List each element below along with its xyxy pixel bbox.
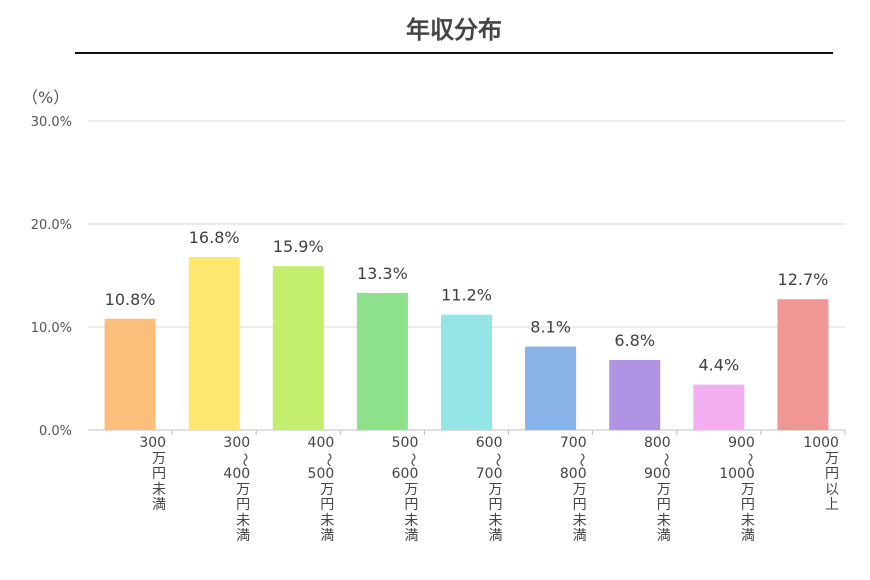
data-label: 16.8% xyxy=(189,228,240,247)
category-label-part: 万 xyxy=(740,481,755,498)
category-label-part: 満 xyxy=(152,497,167,513)
bar xyxy=(188,256,240,430)
category-label-part: 未 xyxy=(740,512,755,529)
data-label: 11.2% xyxy=(441,286,492,305)
bar xyxy=(609,359,661,430)
category-label-part: ～ xyxy=(404,452,421,467)
category-label-part: 600 xyxy=(475,435,503,451)
category-label-part: 上 xyxy=(824,497,839,513)
category-label-part: 円 xyxy=(152,466,167,482)
category-label-part: ～ xyxy=(572,452,589,467)
category-label: 700 ～ 800 万円未満 xyxy=(547,435,589,545)
category-label-part: 円 xyxy=(236,497,251,513)
category-label: 300 万円未満 xyxy=(126,435,167,514)
category-label-part: 万 xyxy=(152,450,167,467)
category-label-part: 未 xyxy=(152,481,167,498)
data-label: 12.7% xyxy=(778,270,829,289)
category-label-part: 300 xyxy=(139,435,167,451)
category-label-part: 1000 xyxy=(803,435,839,451)
category-label: 900 ～ 1000 万円未満 xyxy=(715,435,757,545)
category-label-part: 満 xyxy=(656,528,671,544)
category-label-part: 満 xyxy=(572,528,587,544)
category-label-part: 未 xyxy=(320,512,335,529)
data-label: 13.3% xyxy=(357,264,408,283)
bar xyxy=(777,299,829,430)
category-label-part: 未 xyxy=(236,512,251,529)
category-label-part: 万 xyxy=(488,481,503,498)
category-label-part: 円 xyxy=(740,497,755,513)
category-label-part: 800 xyxy=(643,435,671,451)
category-label-part: 円 xyxy=(404,497,419,513)
category-label-part: 円 xyxy=(488,497,503,513)
category-label: 300 ～ 400 万円未満 xyxy=(210,435,252,545)
title-underline xyxy=(75,52,833,54)
category-label: 400 ～ 500 万円未満 xyxy=(294,435,337,545)
category-label-part: 600 xyxy=(391,466,419,482)
category-label-part: 900 xyxy=(728,435,755,451)
category-label-part: 万 xyxy=(320,481,335,498)
category-label-part: ～ xyxy=(488,452,505,467)
category-label-part: 500 xyxy=(307,466,335,482)
y-tick-label: 0.0% xyxy=(39,424,72,439)
category-label-part: 円 xyxy=(656,497,671,513)
bar xyxy=(693,384,745,430)
category-label-part: 1000 xyxy=(719,466,755,482)
category-label-part: 以 xyxy=(824,481,839,498)
category-label-part: 円 xyxy=(572,497,587,513)
category-label-part: ～ xyxy=(320,452,337,467)
category-label-part: 300 xyxy=(223,435,251,451)
category-label-part: ～ xyxy=(740,452,757,467)
bar xyxy=(104,318,156,430)
category-label-part: 万 xyxy=(572,481,587,498)
category-label-part: 万 xyxy=(824,450,839,467)
category-label: 500 ～ 600 万円未満 xyxy=(378,435,421,545)
category-label-part: 400 xyxy=(307,435,335,451)
data-label: 4.4% xyxy=(699,356,740,375)
y-axis-unit-label: （%） xyxy=(22,88,70,107)
category-label-part: 400 xyxy=(223,466,251,482)
bar xyxy=(272,266,324,430)
category-label-part: 未 xyxy=(572,512,587,529)
category-label-part: 満 xyxy=(488,528,503,544)
category-label-part: ～ xyxy=(656,452,673,467)
y-tick-label: 30.0% xyxy=(31,115,72,130)
category-label-part: 700 xyxy=(475,466,503,482)
category-label-part: 700 xyxy=(559,435,587,451)
data-label: 15.9% xyxy=(273,237,324,256)
category-label-part: 800 xyxy=(559,466,587,482)
category-label: 1000 万円以上 xyxy=(799,435,839,514)
category-label-part: 円 xyxy=(824,466,839,482)
bar xyxy=(441,314,492,430)
y-tick-label: 10.0% xyxy=(31,321,72,336)
category-label-part: 満 xyxy=(740,528,755,544)
bar xyxy=(356,293,408,430)
category-label: 800 ～ 900 万円未満 xyxy=(631,435,673,545)
category-label-part: 満 xyxy=(320,528,335,544)
bar xyxy=(525,346,577,430)
category-label-part: 万 xyxy=(404,481,419,498)
data-label: 10.8% xyxy=(105,290,156,309)
category-label-part: 円 xyxy=(320,497,335,513)
category-label: 600 ～ 700 万円未満 xyxy=(463,435,505,545)
category-label-part: 満 xyxy=(404,528,419,544)
data-label: 8.1% xyxy=(530,318,571,337)
category-label-part: 未 xyxy=(488,512,503,529)
chart-title: 年収分布 xyxy=(406,16,502,44)
category-label-part: 900 xyxy=(643,466,671,482)
category-label-part: 未 xyxy=(404,512,419,529)
data-label: 6.8% xyxy=(614,331,655,350)
category-label-part: 万 xyxy=(236,481,251,498)
category-label-part: 満 xyxy=(236,528,251,544)
y-tick-label: 20.0% xyxy=(31,218,72,233)
category-label-part: 未 xyxy=(656,512,671,529)
category-label-part: 500 xyxy=(391,435,419,451)
category-label-part: ～ xyxy=(235,452,252,467)
category-label-part: 万 xyxy=(656,481,671,498)
